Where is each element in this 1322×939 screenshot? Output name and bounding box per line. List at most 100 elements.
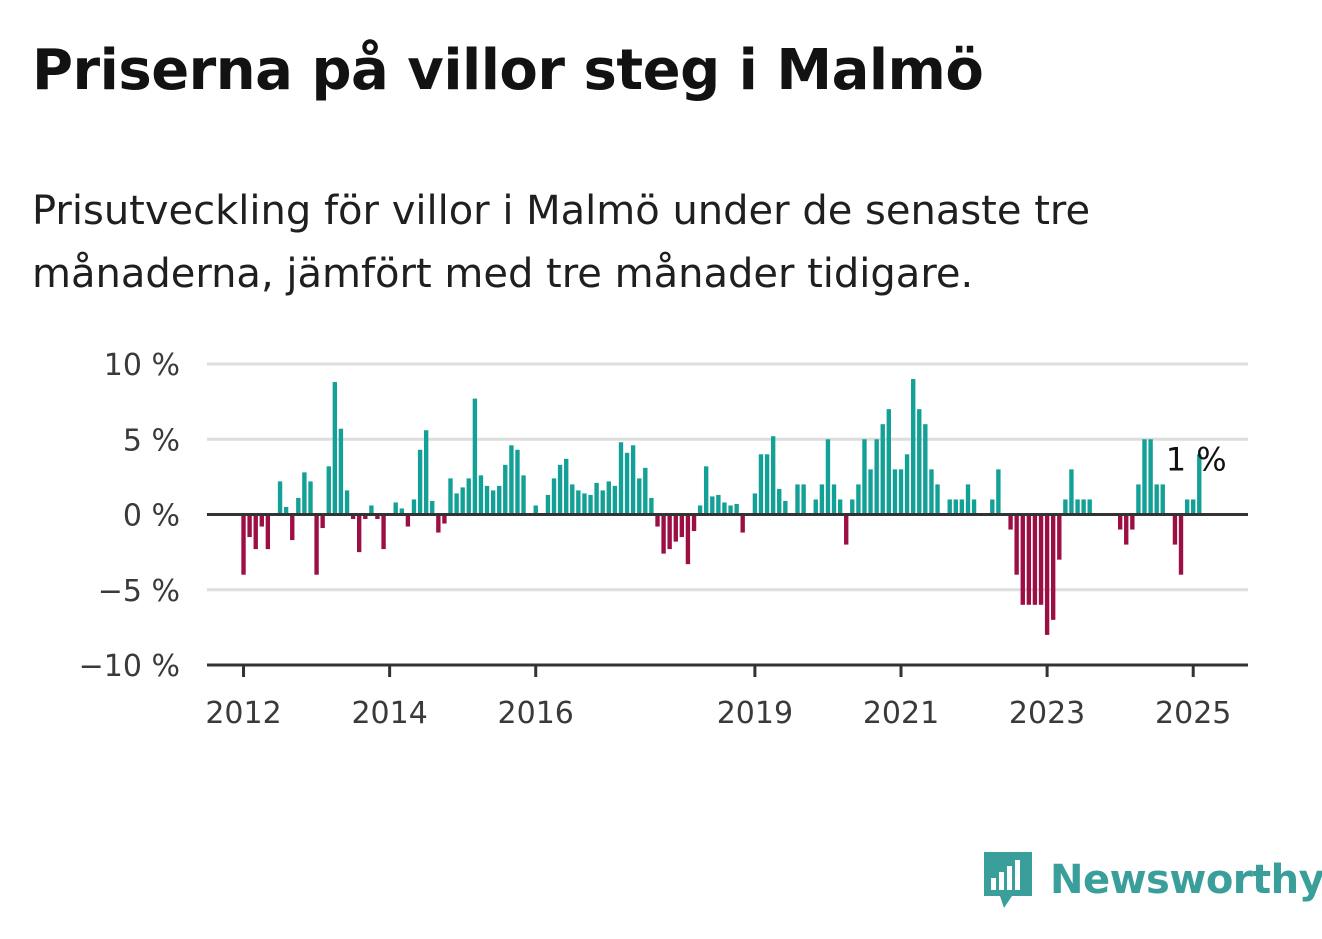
bar xyxy=(971,499,977,515)
bar xyxy=(880,424,885,515)
bar xyxy=(576,490,581,515)
bar xyxy=(722,502,727,515)
bar xyxy=(740,514,745,533)
bar xyxy=(1130,514,1135,530)
bar xyxy=(874,439,879,515)
bar-chart: 10 % 5 % 0 % −5 % −10 % 2012 2014 2016 2019 2021… xyxy=(79,348,1248,731)
bar xyxy=(904,454,910,515)
bar xyxy=(1191,499,1196,515)
bar xyxy=(411,499,417,515)
bar xyxy=(393,502,398,515)
bar xyxy=(344,490,350,515)
bar xyxy=(1050,514,1056,620)
bar xyxy=(886,409,891,515)
bar xyxy=(1075,499,1080,515)
bar xyxy=(606,481,611,515)
bar xyxy=(1142,439,1147,515)
bar xyxy=(1008,514,1013,530)
bar xyxy=(953,499,958,515)
bar xyxy=(259,514,264,527)
bar xyxy=(564,458,569,515)
bar xyxy=(582,493,587,515)
y-tick-label: 10 % xyxy=(104,348,180,383)
bar xyxy=(1081,499,1086,515)
y-tick-label: −10 % xyxy=(79,649,180,684)
annotations: 1 % xyxy=(1166,440,1227,478)
bar xyxy=(296,497,301,515)
bar xyxy=(332,382,338,515)
bar xyxy=(612,485,618,515)
bar xyxy=(320,514,325,529)
bar xyxy=(1014,514,1019,575)
bar xyxy=(338,428,344,515)
bar xyxy=(350,514,356,520)
bar xyxy=(277,481,283,515)
bar xyxy=(1087,499,1092,515)
bar xyxy=(290,514,295,541)
bar xyxy=(521,475,526,515)
bar xyxy=(241,514,246,575)
bar xyxy=(442,514,447,524)
y-tick-label: −5 % xyxy=(98,574,180,609)
bar xyxy=(923,424,928,515)
bar xyxy=(472,398,478,515)
bar xyxy=(1020,514,1025,605)
bar xyxy=(825,439,831,515)
bar xyxy=(600,490,605,515)
bar xyxy=(667,514,672,550)
x-tick-label: 2023 xyxy=(1009,696,1085,731)
bar xyxy=(734,503,739,515)
bar xyxy=(515,449,520,515)
bar xyxy=(1160,484,1165,515)
bar xyxy=(637,478,642,515)
bar xyxy=(758,454,764,515)
bar xyxy=(399,508,405,515)
bar xyxy=(655,514,660,527)
bar xyxy=(1038,514,1044,605)
grid-lines xyxy=(207,362,1248,592)
bar xyxy=(831,484,837,515)
bar xyxy=(649,497,654,515)
bar xyxy=(570,484,575,515)
bar xyxy=(436,514,441,533)
bar xyxy=(533,505,538,515)
axes xyxy=(207,513,1248,677)
x-tick-label: 2014 xyxy=(351,696,427,731)
bar xyxy=(716,494,721,515)
bar xyxy=(618,442,624,515)
x-tick-label: 2016 xyxy=(498,696,574,731)
bar xyxy=(545,494,551,515)
bar xyxy=(466,478,471,515)
bar xyxy=(777,488,782,515)
chart-subtitle: Prisutveckling för villor i Malmö under … xyxy=(32,188,1091,297)
bar xyxy=(795,484,800,515)
logo-icon xyxy=(984,852,1032,908)
bar xyxy=(356,514,362,553)
bar xyxy=(661,514,666,554)
bar xyxy=(697,505,703,515)
bar xyxy=(314,514,319,575)
bar xyxy=(752,493,758,515)
bar xyxy=(417,449,423,515)
bar xyxy=(728,505,733,515)
bar xyxy=(1032,514,1038,605)
bar xyxy=(1184,499,1190,515)
bar xyxy=(363,514,368,520)
bar xyxy=(856,484,861,515)
bar xyxy=(1197,454,1202,515)
bar xyxy=(917,409,922,515)
bar xyxy=(1069,469,1074,515)
bar xyxy=(801,484,806,515)
bar xyxy=(837,499,843,515)
bar xyxy=(673,514,678,542)
bar xyxy=(1117,514,1123,530)
bar xyxy=(405,514,411,527)
bar xyxy=(643,467,648,515)
bar xyxy=(965,484,971,515)
newsworthy-logo: Newsworthy xyxy=(982,850,1322,910)
bar xyxy=(460,487,465,515)
bar xyxy=(1057,514,1062,560)
x-tick-label: 2019 xyxy=(717,696,793,731)
bar xyxy=(935,484,940,515)
bar xyxy=(265,514,271,550)
